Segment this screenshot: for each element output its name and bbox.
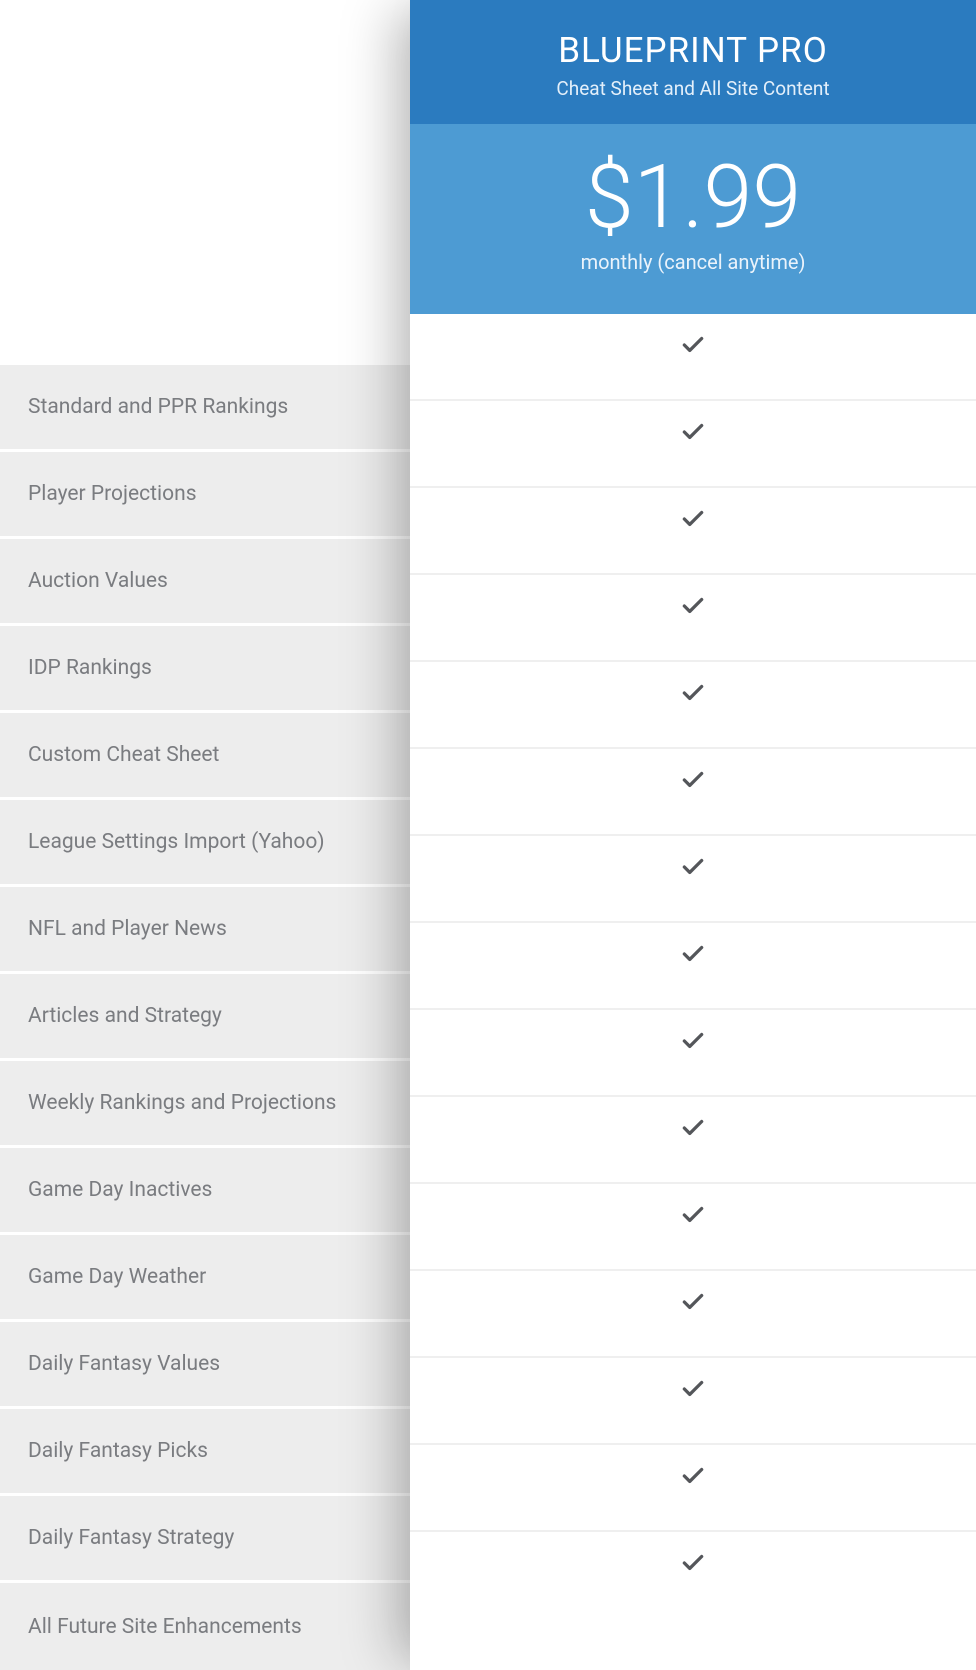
feature-row: Weekly Rankings and Projections	[0, 1061, 410, 1148]
feature-row: Daily Fantasy Strategy	[0, 1496, 410, 1583]
feature-label: Daily Fantasy Values	[28, 1352, 220, 1376]
check-icon	[680, 1202, 706, 1232]
check-icon	[680, 941, 706, 971]
plan-title: BLUEPRINT PRO	[430, 30, 956, 71]
feature-check-cell	[410, 749, 976, 836]
feature-label: All Future Site Enhancements	[28, 1615, 302, 1639]
check-icon	[680, 854, 706, 884]
check-icon	[680, 332, 706, 362]
feature-row: NFL and Player News	[0, 887, 410, 974]
plan-column: BLUEPRINT PRO Cheat Sheet and All Site C…	[410, 0, 976, 1670]
feature-row: Custom Cheat Sheet	[0, 713, 410, 800]
feature-check-cell	[410, 314, 976, 401]
feature-row: Standard and PPR Rankings	[0, 365, 410, 452]
feature-label: Player Projections	[28, 482, 197, 506]
feature-check-cell	[410, 1184, 976, 1271]
feature-row: All Future Site Enhancements	[0, 1583, 410, 1670]
feature-label: Auction Values	[28, 569, 168, 593]
plan-header: BLUEPRINT PRO Cheat Sheet and All Site C…	[410, 0, 976, 124]
feature-label: Custom Cheat Sheet	[28, 743, 219, 767]
check-icon	[680, 1463, 706, 1493]
plan-subtitle: Cheat Sheet and All Site Content	[430, 77, 956, 100]
feature-row: Player Projections	[0, 452, 410, 539]
plan-price: $1.99	[430, 154, 956, 242]
check-icon	[680, 419, 706, 449]
feature-check-cell	[410, 923, 976, 1010]
features-column: Standard and PPR Rankings Player Projecti…	[0, 0, 410, 1670]
check-icon	[680, 1550, 706, 1580]
check-icon	[680, 1115, 706, 1145]
feature-check-cell	[410, 836, 976, 923]
feature-check-cell	[410, 1532, 976, 1619]
feature-label: Standard and PPR Rankings	[28, 395, 288, 419]
feature-check-cell	[410, 1097, 976, 1184]
check-icon	[680, 1289, 706, 1319]
feature-row: Daily Fantasy Values	[0, 1322, 410, 1409]
check-icon	[680, 593, 706, 623]
feature-label: Articles and Strategy	[28, 1004, 222, 1028]
feature-label: Game Day Inactives	[28, 1178, 212, 1202]
feature-check-cell	[410, 401, 976, 488]
feature-row: Articles and Strategy	[0, 974, 410, 1061]
feature-row: League Settings Import (Yahoo)	[0, 800, 410, 887]
feature-check-cell	[410, 488, 976, 575]
feature-check-cell	[410, 1010, 976, 1097]
feature-check-cell	[410, 575, 976, 662]
feature-label: Game Day Weather	[28, 1265, 206, 1289]
plan-billing: monthly (cancel anytime)	[430, 250, 956, 274]
feature-label: Daily Fantasy Picks	[28, 1439, 208, 1463]
feature-label: Daily Fantasy Strategy	[28, 1526, 234, 1550]
feature-row: IDP Rankings	[0, 626, 410, 713]
check-icon	[680, 1376, 706, 1406]
check-icon	[680, 506, 706, 536]
feature-check-cell	[410, 1271, 976, 1358]
plan-price-box: $1.99 monthly (cancel anytime)	[410, 124, 976, 314]
feature-row: Daily Fantasy Picks	[0, 1409, 410, 1496]
feature-check-cell	[410, 1358, 976, 1445]
feature-row: Game Day Inactives	[0, 1148, 410, 1235]
check-icon	[680, 767, 706, 797]
feature-label: IDP Rankings	[28, 656, 152, 680]
feature-check-cell	[410, 1445, 976, 1532]
feature-label: Weekly Rankings and Projections	[28, 1091, 336, 1115]
pricing-table: Standard and PPR Rankings Player Projecti…	[0, 0, 976, 1670]
check-icon	[680, 680, 706, 710]
feature-row: Game Day Weather	[0, 1235, 410, 1322]
feature-row: Auction Values	[0, 539, 410, 626]
feature-label: League Settings Import (Yahoo)	[28, 830, 325, 854]
feature-check-cell	[410, 662, 976, 749]
check-icon	[680, 1028, 706, 1058]
feature-label: NFL and Player News	[28, 917, 227, 941]
